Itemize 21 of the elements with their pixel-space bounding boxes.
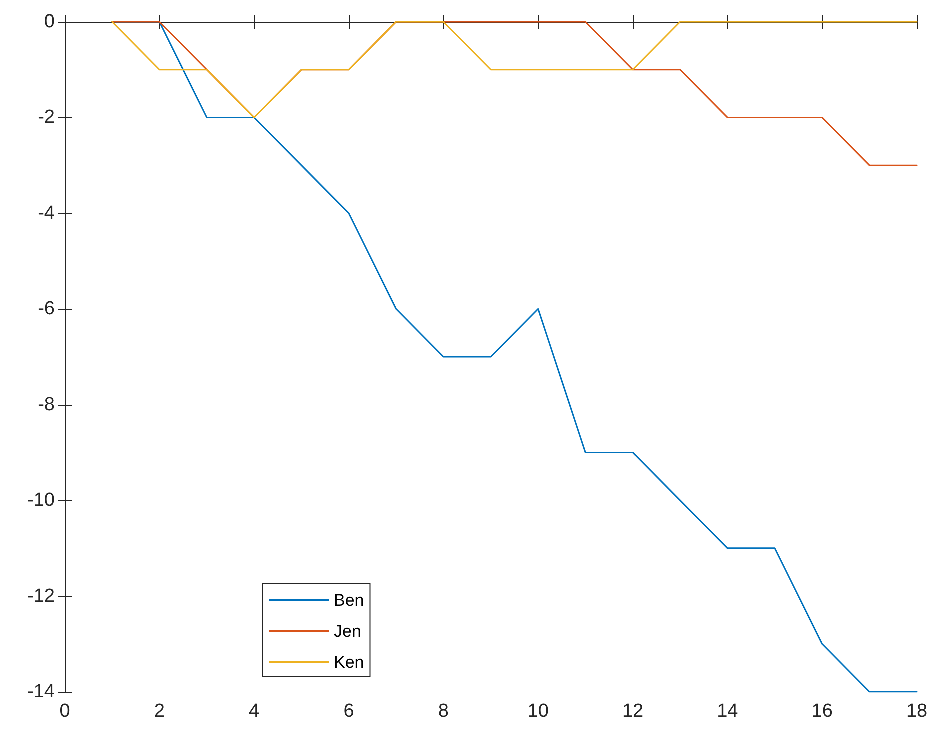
x-tick-label: 12 [622, 701, 644, 722]
x-tick-label: 14 [717, 701, 739, 722]
legend-label: Jen [334, 622, 362, 641]
y-tick-label: -6 [38, 298, 55, 320]
legend-label: Ken [334, 653, 364, 672]
x-tick-label: 6 [344, 701, 354, 722]
y-tick-label: -4 [38, 202, 56, 224]
x-tick-label: 0 [60, 701, 70, 722]
x-tick-label: 16 [812, 701, 833, 722]
y-tick-label: -2 [38, 107, 55, 128]
x-tick-label: 8 [438, 701, 449, 722]
x-tick-label: 18 [906, 701, 928, 722]
x-tick-label: 2 [154, 701, 165, 722]
y-tick-label: 0 [44, 12, 55, 32]
x-tick-label: 4 [249, 701, 260, 722]
x-tick-label: 10 [528, 701, 549, 722]
y-tick-label: -10 [28, 490, 55, 512]
y-tick-label: -12 [28, 586, 55, 607]
y-tick-label: -8 [38, 394, 55, 416]
legend-label: Ben [334, 591, 364, 610]
y-tick-label: -14 [28, 682, 56, 702]
